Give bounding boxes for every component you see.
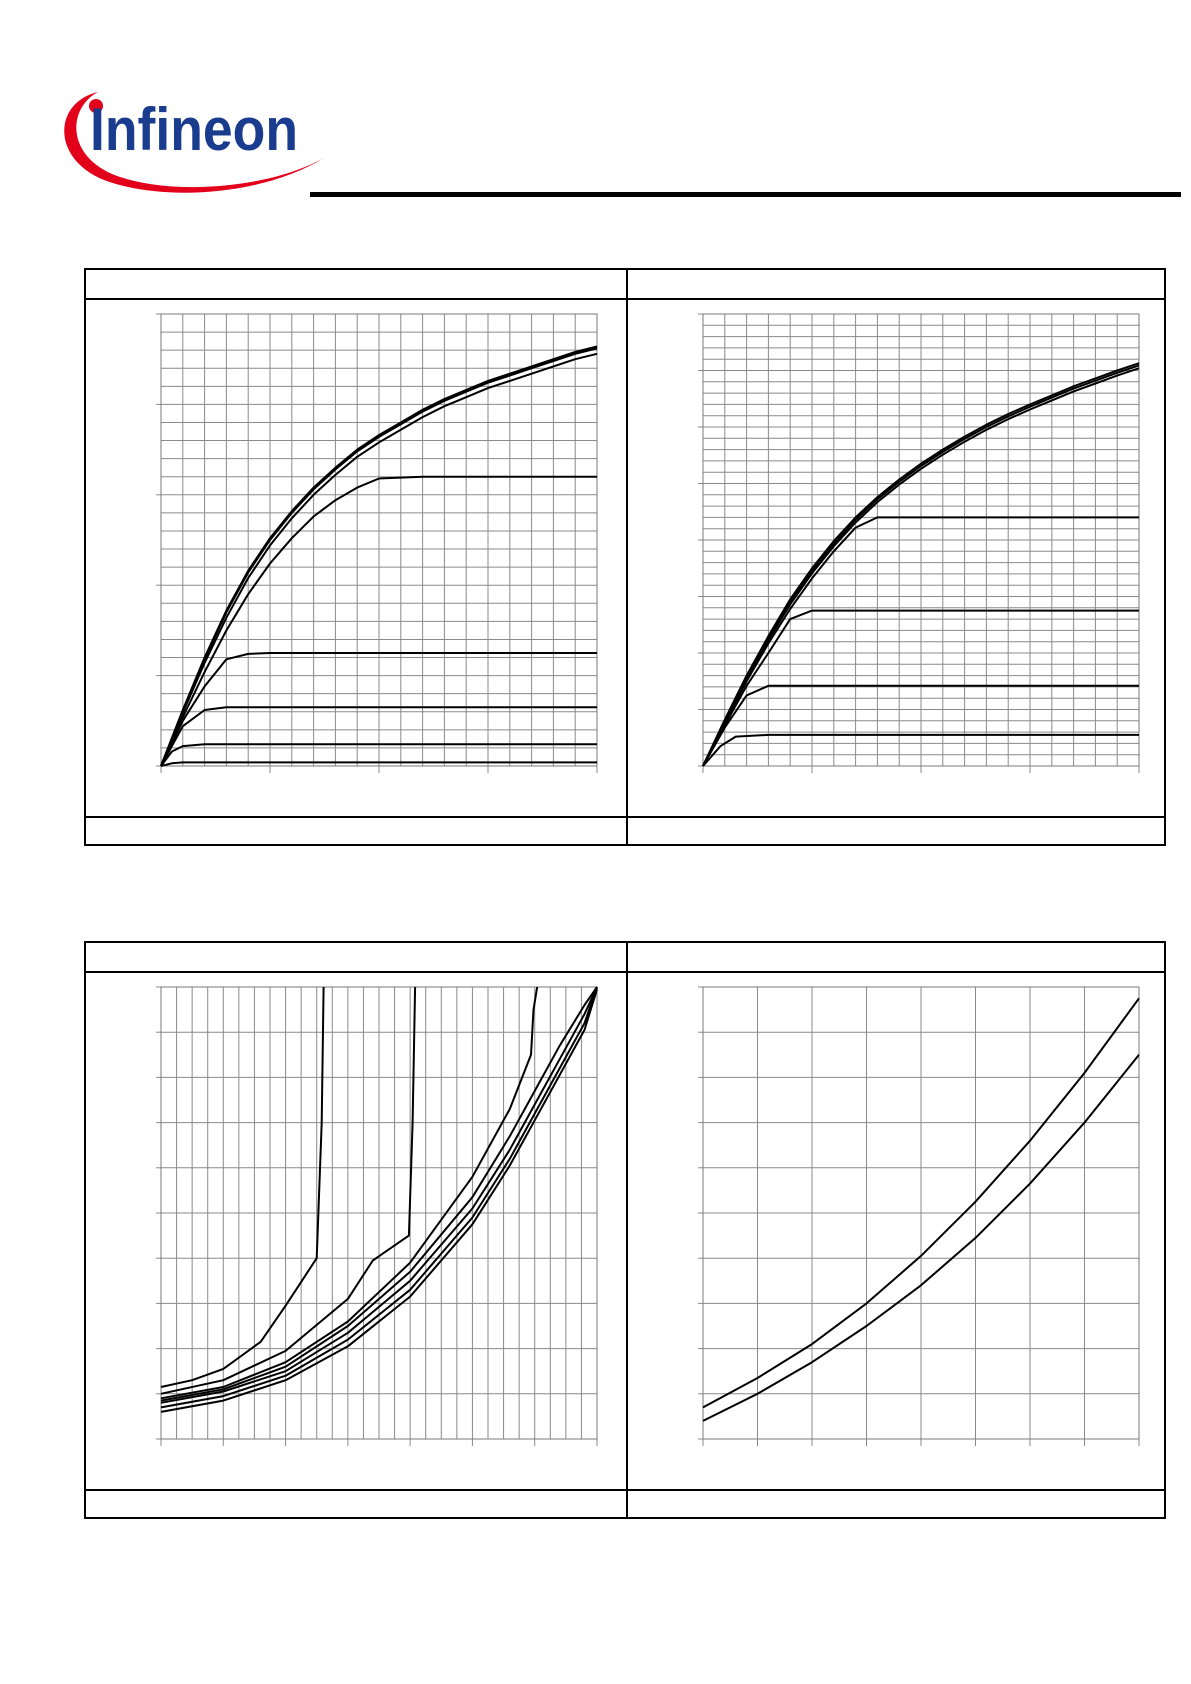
- header-rule: [310, 192, 1181, 197]
- plot-frame: [702, 313, 1140, 767]
- series-line-5: [702, 609, 1139, 767]
- chart-4-plot: [698, 986, 1140, 1446]
- series-line-6: [160, 986, 598, 1409]
- chart-3-plot: [156, 986, 598, 1446]
- plot-frame: [702, 986, 1140, 1440]
- panel-header-rule: [86, 298, 1164, 300]
- series-line-2: [160, 347, 598, 767]
- series-line-7: [160, 989, 598, 1413]
- plot-area: [698, 986, 1140, 1446]
- panel-header-rule: [86, 971, 1164, 973]
- plot-area: [156, 986, 598, 1446]
- plot-frame: [160, 313, 598, 767]
- series-line-1: [702, 997, 1140, 1409]
- series-line-5: [160, 652, 597, 767]
- panel-divider: [626, 943, 628, 1517]
- figure-panel-row-1: [84, 268, 1166, 846]
- panel-footer-rule: [86, 1489, 1164, 1491]
- series-line-5: [160, 986, 598, 1404]
- panel-footer-rule: [86, 816, 1164, 818]
- series-line-4: [160, 475, 597, 767]
- series-line-2: [702, 364, 1140, 767]
- chart-2-plot: [698, 313, 1140, 773]
- series-line-7: [160, 743, 597, 767]
- series-line-2: [702, 1054, 1140, 1422]
- series-line-4: [160, 986, 598, 1402]
- panel-divider: [626, 270, 628, 844]
- series-line-2: [160, 986, 417, 1395]
- series-line-7: [702, 733, 1139, 767]
- logo-dot: [89, 99, 103, 113]
- plot-area: [156, 313, 598, 773]
- logo-wordmark: Infineon: [90, 96, 298, 163]
- series-line-3: [702, 367, 1140, 767]
- figure-panel-row-2: [84, 941, 1166, 1519]
- plot-area: [698, 313, 1140, 773]
- infineon-logo: Infineon: [64, 92, 325, 193]
- series-line-3: [160, 986, 539, 1400]
- series-line-6: [160, 706, 597, 767]
- series-line-3: [160, 352, 598, 767]
- chart-1-plot: [156, 313, 598, 773]
- series-line-8: [160, 761, 597, 767]
- series-line-1: [160, 986, 325, 1388]
- series-line-6: [702, 684, 1139, 767]
- plot-frame: [160, 986, 598, 1440]
- series-line-4: [702, 516, 1139, 767]
